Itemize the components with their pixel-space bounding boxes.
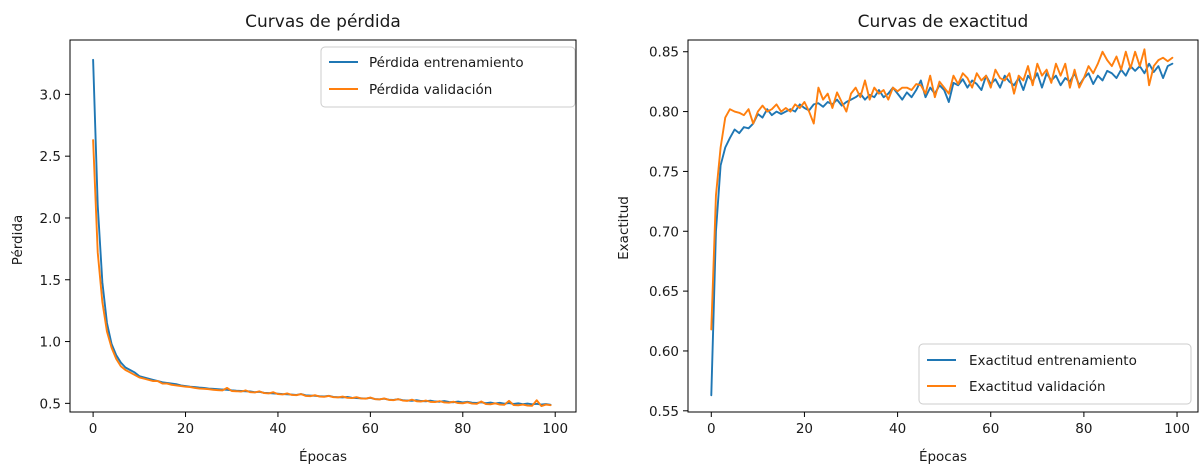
accuracy-chart-ytick-label: 0.75 — [649, 164, 679, 180]
accuracy-chart-xtick-label: 40 — [889, 421, 906, 437]
loss-chart-ylabel: Pérdida — [10, 215, 26, 265]
accuracy-chart-ytick-label: 0.80 — [649, 105, 679, 121]
loss-chart-ticks: 0 20 40 60 80 100 0.5 1.0 1.5 2.0 2.5 3.0 — [40, 87, 569, 437]
accuracy-legend-label-0: Exactitud entrenamiento — [969, 353, 1137, 369]
accuracy-chart-ytick-label: 0.85 — [649, 45, 679, 61]
accuracy-chart-xtick-label: 0 — [707, 421, 716, 437]
loss-chart-xtick-label: 100 — [542, 421, 568, 437]
accuracy-chart-series — [711, 49, 1172, 395]
loss-chart-series — [93, 60, 550, 406]
loss-chart-ytick-label: 3.0 — [40, 87, 61, 103]
accuracy-chart-xtick-label: 80 — [1075, 421, 1092, 437]
accuracy-chart: Curvas de exactitud Épocas Exactitud 0 20… — [616, 12, 1198, 465]
accuracy-chart-ytick-label: 0.55 — [649, 404, 679, 420]
accuracy-chart-xtick-label: 100 — [1164, 421, 1190, 437]
accuracy-chart-title: Curvas de exactitud — [858, 12, 1029, 32]
accuracy-chart-xlabel: Épocas — [919, 448, 967, 465]
accuracy-chart-ytick-label: 0.60 — [649, 344, 679, 360]
loss-chart-xtick-label: 80 — [454, 421, 471, 437]
loss-legend-label-1: Pérdida validación — [369, 82, 492, 98]
accuracy-chart-legend: Exactitud entrenamiento Exactitud valida… — [919, 344, 1191, 404]
loss-chart-series-line-1 — [93, 140, 550, 406]
loss-chart-ytick-label: 2.5 — [40, 149, 61, 165]
loss-chart-ytick-label: 0.5 — [40, 396, 61, 412]
accuracy-legend-label-1: Exactitud validación — [969, 379, 1106, 395]
loss-chart-ytick-label: 1.0 — [40, 335, 61, 351]
accuracy-chart-ytick-label: 0.70 — [649, 224, 679, 240]
loss-chart-series-line-0 — [93, 60, 550, 405]
accuracy-chart-xtick-label: 60 — [982, 421, 999, 437]
loss-chart-xtick-label: 20 — [177, 421, 194, 437]
loss-chart-legend: Pérdida entrenamiento Pérdida validación — [321, 47, 575, 107]
accuracy-chart-ytick-label: 0.65 — [649, 284, 679, 300]
loss-legend-label-0: Pérdida entrenamiento — [369, 55, 524, 71]
loss-chart-ytick-label: 1.5 — [40, 273, 61, 289]
loss-chart-xtick-label: 40 — [269, 421, 286, 437]
loss-chart-xtick-label: 60 — [362, 421, 379, 437]
loss-chart-xtick-label: 0 — [89, 421, 98, 437]
loss-chart-xlabel: Épocas — [299, 448, 347, 465]
accuracy-chart-ylabel: Exactitud — [616, 196, 632, 260]
accuracy-chart-series-line-1 — [711, 49, 1172, 329]
loss-chart: Curvas de pérdida Épocas Pérdida 0 20 40 60… — [10, 12, 576, 465]
accuracy-chart-xtick-label: 20 — [796, 421, 813, 437]
loss-chart-title: Curvas de pérdida — [245, 12, 401, 32]
loss-chart-ytick-label: 2.0 — [40, 211, 61, 227]
